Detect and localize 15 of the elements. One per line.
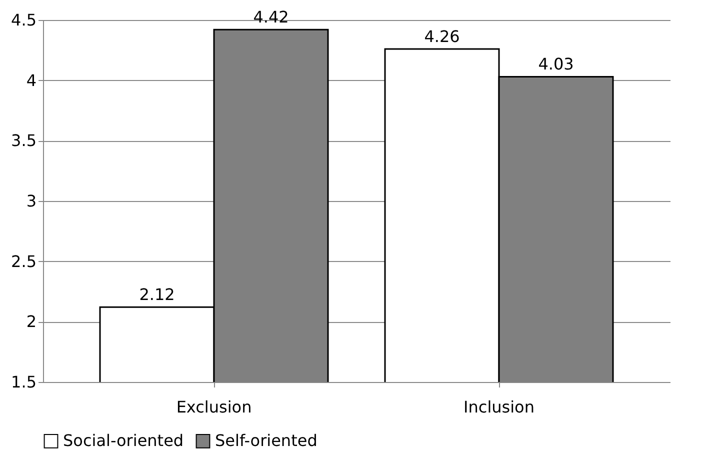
data-label: 2.12 [139,285,175,304]
y-tick-label: 3 [26,192,36,210]
y-tick-label: 2 [26,312,36,332]
x-tick-label: Inclusion [464,398,534,416]
y-tick-label: 2.5 [11,252,36,271]
data-label: 4.03 [538,54,574,74]
y-tick-label: 3.5 [11,131,36,150]
data-label: 4.26 [424,26,460,46]
x-tick-label: Exclusion [176,398,252,416]
legend-label: Self-oriented [215,431,318,450]
data-label: 4.42 [253,8,289,27]
y-tick-label: 1.5 [11,372,36,392]
legend-label: Social-oriented [63,431,184,450]
y-tick-label: 4 [26,70,36,90]
y-tick-label: 4.5 [11,10,36,30]
